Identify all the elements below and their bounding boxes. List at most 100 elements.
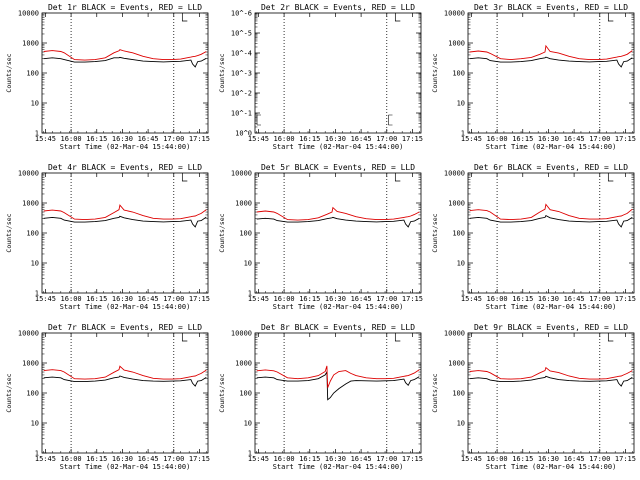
x-tick-label: 16:15 (512, 455, 533, 463)
plot-frame (254, 332, 422, 454)
x-tick-label: 17:00 (163, 135, 184, 143)
panel-title: Det 2r BLACK = Events, RED = LLD (261, 3, 415, 12)
x-tick-label: 15:45 (461, 295, 482, 303)
x-tick-label: 17:00 (589, 295, 610, 303)
series-line-black (256, 216, 420, 228)
panel-det-1r: Det 1r BLACK = Events, RED = LLD 15:45 16:… (5, 3, 210, 151)
y-axis-label: Counts/sec (431, 213, 439, 252)
panel-det-9r: Det 9r BLACK = Events, RED = LLD 15:45 16:… (431, 323, 636, 471)
panel-det-8r: Det 8r BLACK = Events, RED = LLD 15:45 16:… (218, 323, 423, 471)
y-axis-label: Counts/sec (431, 373, 439, 412)
x-tick-label: 17:15 (402, 295, 423, 303)
y-tick-label: 100 (26, 390, 39, 398)
bracket-marker (394, 173, 401, 182)
y-tick-label: 1 (35, 130, 39, 138)
y-tick-label: 10 (31, 260, 39, 268)
bracket-marker (607, 333, 614, 342)
x-tick-label: 16:00 (274, 455, 295, 463)
series-line-red (256, 206, 420, 221)
series-line-red (469, 44, 633, 61)
plot-frame (467, 172, 635, 294)
x-tick-label: 17:15 (615, 455, 636, 463)
x-tick-label: 17:00 (376, 295, 397, 303)
x-tick-label: 16:45 (351, 295, 372, 303)
y-tick-label: 10 (244, 420, 252, 428)
y-tick-label: 100 (26, 230, 39, 238)
bracket-marker (181, 333, 188, 342)
y-tick-label: 1 (35, 290, 39, 298)
y-axis-label: Counts/sec (218, 373, 226, 412)
x-tick-label: 16:30 (325, 295, 346, 303)
plot-frame (254, 12, 422, 134)
y-tick-label: 1 (461, 130, 465, 138)
x-tick-label: 16:45 (564, 455, 585, 463)
x-tick-label: 17:15 (615, 295, 636, 303)
x-tick-label: 16:30 (112, 455, 133, 463)
x-tick-label: 16:15 (512, 295, 533, 303)
y-tick-label: 10^-4 (231, 50, 252, 58)
bracket-marker (607, 13, 614, 22)
y-tick-label: 1 (248, 450, 252, 458)
bracket-marker (607, 173, 614, 182)
series-line-red (43, 365, 207, 380)
y-tick-label: 1000 (22, 360, 39, 368)
y-tick-label: 10^-2 (231, 90, 252, 98)
panel-title: Det 9r BLACK = Events, RED = LLD (474, 323, 628, 332)
panel-title: Det 4r BLACK = Events, RED = LLD (48, 163, 202, 172)
x-tick-label: 15:45 (248, 135, 269, 143)
x-tick-label: 15:45 (35, 295, 56, 303)
bracket-marker (181, 13, 188, 22)
y-tick-label: 10000 (444, 330, 465, 338)
y-tick-label: 10 (31, 420, 39, 428)
y-tick-label: 10 (457, 420, 465, 428)
series-line-black (43, 56, 207, 68)
x-tick-label: 17:15 (189, 455, 210, 463)
y-tick-label: 10 (457, 260, 465, 268)
y-tick-label: 1000 (448, 40, 465, 48)
y-tick-label: 1000 (22, 200, 39, 208)
x-tick-label: 16:15 (86, 295, 107, 303)
y-tick-label: 1000 (235, 200, 252, 208)
x-tick-label: 16:15 (299, 455, 320, 463)
bracket-glyph (256, 114, 261, 126)
x-tick-label: 17:00 (163, 295, 184, 303)
y-tick-label: 10 (31, 100, 39, 108)
y-tick-label: 10000 (18, 10, 39, 18)
series-line-black (256, 370, 420, 401)
y-axis-label: Counts/sec (5, 373, 13, 412)
y-tick-label: 10^-5 (231, 30, 252, 38)
x-tick-label: 16:45 (138, 135, 159, 143)
x-tick-label: 16:45 (564, 135, 585, 143)
panel-title: Det 6r BLACK = Events, RED = LLD (474, 163, 628, 172)
x-tick-label: 17:15 (189, 295, 210, 303)
x-tick-label: 16:00 (487, 295, 508, 303)
y-tick-label: 100 (26, 70, 39, 78)
series-line-black (469, 56, 633, 68)
x-axis-label: Start Time (02-Mar-04 15:44:00) (486, 303, 617, 311)
y-tick-label: 1 (461, 450, 465, 458)
x-axis-label: Start Time (02-Mar-04 15:44:00) (273, 463, 404, 471)
x-tick-label: 16:45 (351, 135, 372, 143)
series-line-black (43, 375, 207, 387)
series-line-black (43, 215, 207, 228)
x-tick-label: 16:15 (299, 295, 320, 303)
x-tick-label: 16:30 (325, 455, 346, 463)
x-tick-label: 17:00 (589, 135, 610, 143)
x-tick-label: 16:15 (86, 135, 107, 143)
x-tick-label: 16:45 (138, 455, 159, 463)
y-axis-label: Counts/sec (5, 213, 13, 252)
plot-frame (254, 172, 422, 294)
x-axis-label: Start Time (02-Mar-04 15:44:00) (60, 463, 191, 471)
plot-frame (467, 332, 635, 454)
y-tick-label: 1 (35, 450, 39, 458)
panel-title: Det 8r BLACK = Events, RED = LLD (261, 323, 415, 332)
x-axis-label: Start Time (02-Mar-04 15:44:00) (273, 143, 404, 151)
y-tick-label: 100 (452, 390, 465, 398)
y-tick-label: 100 (452, 230, 465, 238)
x-tick-label: 15:45 (461, 455, 482, 463)
y-tick-label: 10 (244, 260, 252, 268)
y-tick-label: 1000 (235, 360, 252, 368)
x-tick-label: 17:00 (376, 455, 397, 463)
x-tick-label: 15:45 (248, 295, 269, 303)
y-tick-label: 10^-3 (231, 70, 252, 78)
